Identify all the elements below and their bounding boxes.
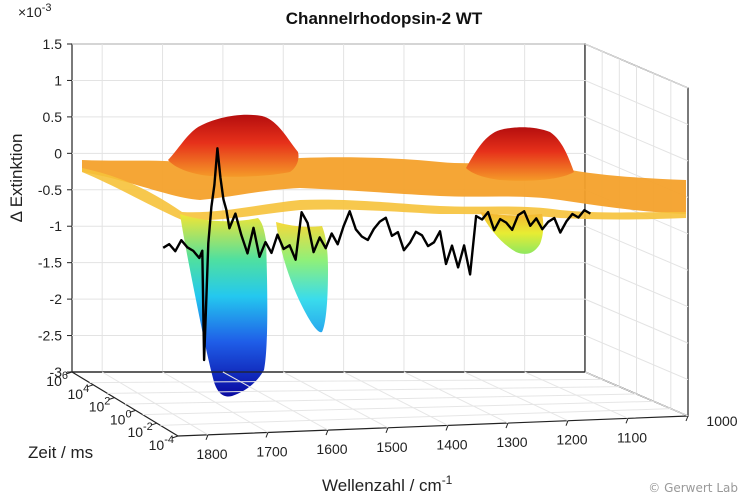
surface-pit-1250: [480, 212, 544, 254]
surface-peak-1750: [168, 114, 299, 177]
floor-gridline: [107, 386, 620, 394]
x-tick-mark: [565, 420, 569, 426]
time-tick-label: 10-2: [127, 421, 152, 440]
floor-xgridline: [162, 371, 269, 433]
x-axis-ticks: 1800 1700 1600 1500 1400 1300 1200 1100 1000: [196, 413, 737, 462]
axes-walls: [71, 43, 689, 417]
floor-xgridline: [403, 371, 509, 424]
x-tick-label: 1000: [706, 413, 737, 429]
y-axis-label: Δ Extinktion: [7, 134, 26, 223]
x-tick-mark: [685, 415, 689, 422]
y-axis-ticks: 1.5 1 0.5 0 -0.5 -1 -1.5 -2 -2.5 -3: [38, 36, 72, 380]
floor-xgridline: [464, 371, 569, 422]
x-tick-mark: [265, 432, 269, 438]
y-tick-label: -1.5: [38, 255, 62, 271]
time-tick-mark: [108, 397, 115, 401]
y-tick-label: 0: [54, 145, 62, 161]
x-tick-label: 1700: [256, 443, 287, 459]
y-tick-label: -2: [50, 291, 63, 307]
floor-xgridline: [524, 371, 629, 419]
time-axis-label: Zeit / ms: [28, 443, 93, 462]
y-tick-label: 1.5: [43, 36, 63, 52]
y-tick-label: -1: [50, 218, 63, 234]
time-tick-label: 104: [67, 383, 89, 402]
floor-xgridline: [584, 371, 689, 417]
axes-floor: [69, 371, 689, 441]
y-tick-label: -3: [50, 364, 63, 380]
floor-gridline: [142, 400, 654, 416]
floor-xgridline: [222, 371, 329, 431]
y-tick-label: -2.5: [38, 328, 62, 344]
chart-title: Channelrhodopsin-2 WT: [286, 9, 483, 28]
x-axis-label: Wellenzahl / cm-1: [322, 473, 453, 495]
x-tick-label: 1300: [496, 434, 527, 450]
time-tick-mark: [171, 435, 179, 439]
time-tick-mark: [87, 384, 94, 388]
y-multiplier: ×10-3: [18, 2, 52, 20]
time-tick-mark: [129, 409, 136, 413]
x-tick-label: 1100: [617, 429, 647, 445]
x-tick-label: 1200: [556, 432, 587, 448]
surface-front-band: [82, 168, 686, 221]
floor-gridline: [124, 393, 637, 405]
x-tick-label: 1600: [316, 441, 347, 457]
y-tick-label: 0.5: [43, 109, 63, 125]
x-tick-mark: [625, 418, 629, 424]
x-tick-label: 1500: [376, 439, 407, 455]
data-trace-line: [162, 147, 592, 362]
floor-xgridline: [101, 371, 209, 436]
floor-gridline: [160, 408, 671, 426]
floor-xgridline: [283, 371, 389, 429]
x-tick-mark: [445, 425, 449, 431]
time-tick-label: 10-4: [149, 434, 174, 453]
x-tick-mark: [205, 434, 209, 441]
y-tick-label: 1: [54, 72, 62, 88]
time-tick-mark: [65, 371, 73, 375]
x-tick-label: 1800: [196, 446, 227, 462]
time-tick-label: 106: [46, 370, 68, 389]
time-tick-label: 100: [110, 408, 132, 427]
time-tick-label: 102: [89, 396, 111, 415]
x-tick-mark: [385, 427, 389, 433]
x-tick-mark: [505, 422, 509, 429]
x-tick-label: 1400: [436, 436, 467, 452]
floor-gridline: [89, 378, 603, 384]
y-tick-label: -0.5: [38, 182, 62, 198]
surface-plot: [82, 114, 686, 397]
credit-text: © Gerwert Lab: [648, 481, 738, 495]
surface-peak-1290: [466, 127, 574, 181]
floor-xgridline: [343, 371, 449, 426]
time-tick-mark: [150, 422, 157, 426]
x-tick-mark: [325, 429, 329, 436]
